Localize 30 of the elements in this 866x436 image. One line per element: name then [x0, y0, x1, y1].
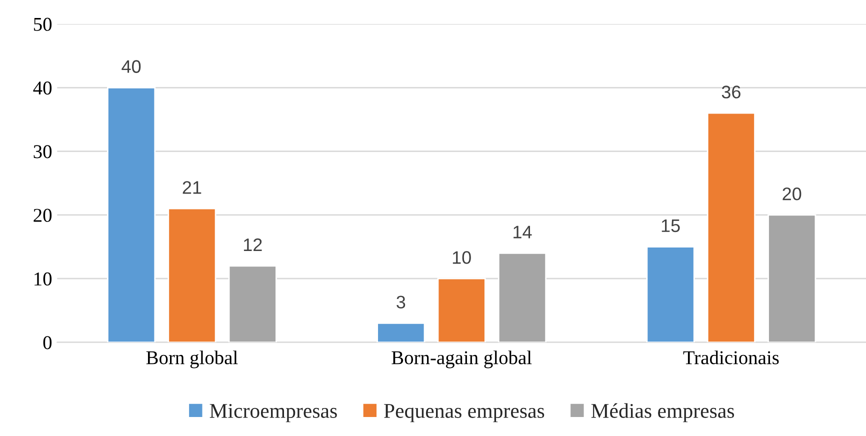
y-tick-label: 40 — [33, 81, 52, 95]
legend-label: Pequenas empresas — [384, 404, 544, 422]
data-label: 20 — [782, 187, 802, 200]
y-tick-label: 0 — [43, 336, 52, 350]
bar — [437, 278, 486, 342]
data-label: 12 — [244, 238, 262, 252]
bar — [376, 322, 426, 342]
data-label: 21 — [182, 181, 202, 194]
bar — [498, 252, 547, 342]
data-label: 3 — [396, 296, 406, 308]
y-tick-label: 20 — [34, 208, 52, 222]
x-tick-label: Born-again global — [392, 350, 532, 368]
x-tick-label: Tradicionais — [683, 350, 779, 364]
y-tick-label: 10 — [34, 272, 52, 286]
bar — [768, 214, 816, 342]
bar — [646, 246, 695, 342]
y-tick-label: 30 — [34, 145, 52, 158]
bar — [168, 208, 216, 342]
bar — [107, 86, 156, 342]
data-label: 14 — [514, 226, 532, 238]
legend-label: Microempresas — [210, 404, 337, 422]
y-tick-label: 50 — [34, 18, 52, 31]
data-label: 15 — [662, 219, 680, 232]
bar — [706, 112, 756, 342]
data-label: 10 — [452, 251, 471, 264]
x-tick-label: Born global — [146, 350, 238, 368]
data-label: 40 — [122, 60, 141, 73]
data-label: 36 — [722, 86, 740, 98]
legend-label: Médias empresas — [591, 403, 734, 422]
bar — [228, 265, 277, 342]
